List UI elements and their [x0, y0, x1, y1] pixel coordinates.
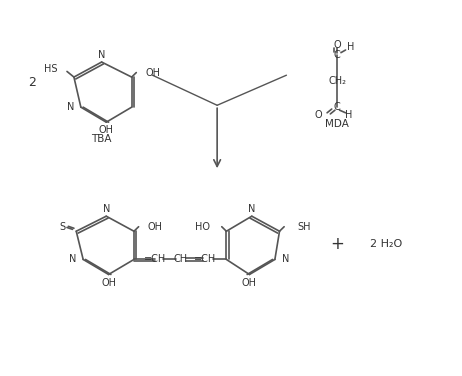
Text: O: O — [334, 40, 341, 50]
Text: S: S — [59, 223, 66, 232]
Text: 2 H₂O: 2 H₂O — [370, 240, 402, 249]
Text: CH: CH — [173, 255, 187, 264]
Text: =CH: =CH — [195, 255, 217, 264]
Text: N: N — [103, 205, 110, 214]
Text: N: N — [98, 50, 105, 60]
Text: TBA: TBA — [91, 134, 112, 144]
Text: C: C — [334, 102, 340, 112]
Text: OH: OH — [99, 126, 114, 135]
Text: OH: OH — [242, 278, 257, 288]
Text: C: C — [334, 50, 340, 59]
Text: 2: 2 — [28, 76, 36, 89]
Text: HO: HO — [195, 223, 210, 232]
Text: N: N — [282, 255, 289, 264]
Text: =CH: =CH — [144, 255, 166, 264]
Text: N: N — [248, 205, 255, 214]
Text: OH: OH — [101, 278, 116, 288]
Text: O: O — [315, 111, 322, 120]
Text: OH: OH — [146, 68, 160, 78]
Text: H: H — [347, 42, 355, 52]
Text: SH: SH — [297, 223, 310, 232]
Text: +: + — [330, 235, 344, 253]
Text: HS: HS — [44, 64, 58, 74]
Text: N: N — [69, 255, 76, 264]
Text: OH: OH — [148, 223, 163, 232]
Text: MDA: MDA — [325, 119, 349, 129]
Text: N: N — [67, 102, 74, 112]
Text: CH₂: CH₂ — [328, 76, 346, 86]
Text: H: H — [345, 110, 353, 120]
